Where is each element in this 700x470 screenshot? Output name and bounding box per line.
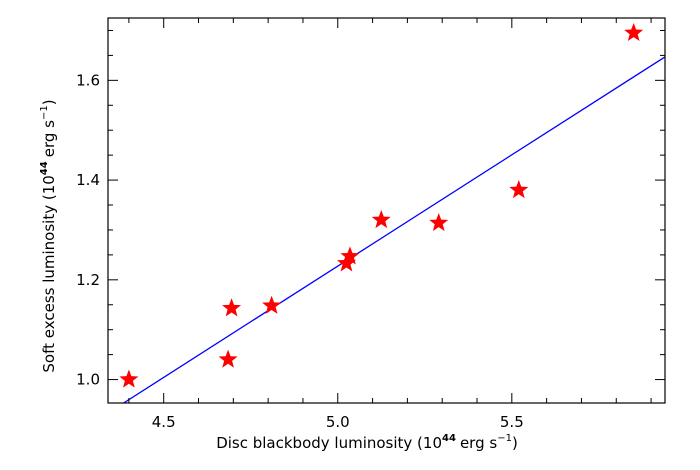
data-point-star bbox=[119, 369, 139, 388]
x-axis-label-close: ) bbox=[512, 434, 518, 452]
data-point-star bbox=[371, 209, 391, 229]
y-axis-label-exp: 44 bbox=[39, 161, 50, 175]
y-tick-label: 1.4 bbox=[76, 171, 100, 189]
y-tick-label: 1.6 bbox=[76, 71, 100, 89]
y-tick-label: 1.2 bbox=[76, 271, 100, 289]
data-point-star bbox=[509, 180, 529, 199]
x-axis-label-unit: erg s bbox=[460, 434, 497, 452]
y-axis-label-close: ) bbox=[40, 99, 58, 105]
ticks-layer: 4.5 5.0 5.5 1.0 1.2 1.4 1.6 bbox=[76, 18, 665, 431]
x-tick-label: 5.0 bbox=[326, 413, 350, 431]
plot-frame bbox=[107, 17, 666, 404]
data-point-star bbox=[218, 349, 238, 368]
x-axis-label-unit-exp: −1 bbox=[497, 433, 512, 444]
fit-line-layer bbox=[123, 56, 666, 404]
data-points-layer bbox=[119, 22, 644, 388]
x-axis-label-exp: 44 bbox=[442, 433, 456, 444]
data-point-star bbox=[624, 22, 644, 42]
fit-line bbox=[123, 56, 666, 404]
x-tick-label: 4.5 bbox=[152, 413, 176, 431]
y-axis-label: Soft excess luminosity (1044 erg s−1) bbox=[39, 99, 58, 372]
data-point-star bbox=[222, 298, 242, 317]
data-point-star bbox=[340, 246, 360, 265]
y-axis-label-text: Soft excess luminosity (10 bbox=[40, 175, 58, 372]
y-tick-label: 1.0 bbox=[76, 371, 100, 389]
data-point-star bbox=[429, 212, 449, 232]
y-axis-label-unit: erg s bbox=[40, 120, 58, 157]
data-point-star bbox=[262, 295, 282, 314]
y-axis-label-unit-exp: −1 bbox=[39, 105, 50, 120]
x-axis-label: Disc blackbody luminosity (1044 erg s−1) bbox=[216, 433, 518, 452]
x-axis-label-text: Disc blackbody luminosity (10 bbox=[216, 434, 442, 452]
x-tick-label: 5.5 bbox=[500, 413, 524, 431]
